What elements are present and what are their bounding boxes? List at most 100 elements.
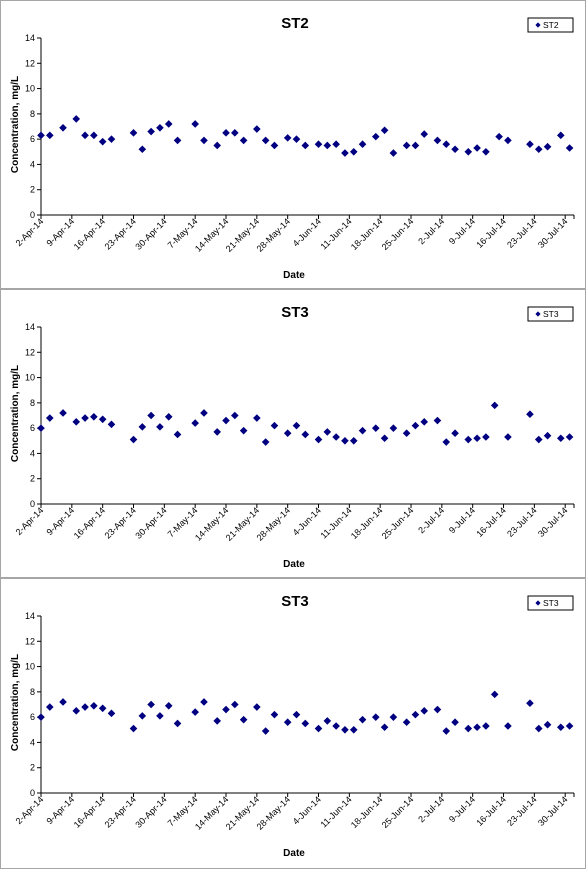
data-point (482, 433, 490, 441)
data-point (473, 144, 481, 152)
data-point (482, 147, 490, 156)
y-axis-label: Concentration, mg/L (10, 365, 21, 462)
data-point (107, 420, 116, 429)
data-point (314, 724, 323, 733)
chart-panel-3: ST3 0 2 4 6 8 10 12 14 2-Apr-14 9-Apr-14 16-Apr-14 2… (0, 578, 586, 869)
data-point (371, 713, 380, 721)
data-point (490, 690, 499, 699)
data-point (371, 132, 380, 141)
data-point (90, 131, 98, 140)
data-point (332, 433, 340, 441)
x-tick-label: 23-Apr-14 (103, 794, 138, 829)
data-point (323, 428, 332, 436)
data-point (534, 435, 543, 444)
y-axis-label: Concentration, mg/L (10, 76, 21, 173)
data-point (556, 434, 565, 443)
legend-box (527, 595, 574, 611)
x-tick-label: 25-Jun-14 (380, 216, 416, 252)
data-point (543, 720, 552, 729)
data-point (349, 436, 358, 445)
data-point (504, 136, 512, 145)
data-point (129, 129, 138, 137)
x-tick-label: 11-Jun-14 (319, 216, 354, 251)
x-tick-label: 28-May-14 (255, 794, 292, 831)
data-point (490, 401, 499, 410)
data-point (156, 712, 164, 720)
data-point (222, 416, 230, 425)
data-point (442, 438, 451, 446)
y-tick-label: 4 (30, 737, 35, 747)
data-point (283, 718, 292, 726)
data-point (411, 421, 420, 430)
data-point (504, 722, 512, 730)
x-tick-label: 30-Jul-14 (536, 216, 570, 250)
data-point (526, 699, 534, 708)
data-point (156, 123, 164, 132)
x-tick-label: 2-Jul-14 (416, 216, 446, 246)
data-point (147, 127, 155, 136)
chart-title: ST3 (281, 593, 309, 610)
data-point (442, 140, 451, 148)
data-point (239, 715, 248, 724)
data-point (90, 701, 98, 710)
data-point (37, 131, 45, 140)
data-point (129, 435, 138, 444)
legend-label: ST3 (543, 598, 559, 608)
data-point (473, 434, 481, 443)
data-point (261, 727, 270, 735)
data-point (464, 435, 473, 444)
data-point (253, 125, 261, 133)
data-point (504, 433, 512, 441)
data-point (482, 722, 490, 730)
data-point (200, 698, 208, 706)
data-point (164, 701, 173, 710)
y-tick-label: 12 (25, 347, 35, 357)
x-tick-label: 9-Jul-14 (447, 505, 477, 535)
y-tick-label: 14 (25, 611, 35, 621)
x-tick-label: 11-Jun-14 (319, 794, 354, 829)
data-point (173, 430, 182, 439)
x-tick-label: 28-May-14 (255, 505, 292, 542)
data-point (349, 725, 358, 734)
y-tick-label: 6 (30, 134, 35, 144)
data-point (332, 140, 340, 148)
x-tick-label: 9-Jul-14 (447, 794, 477, 824)
data-point (98, 137, 107, 146)
x-tick-label: 16-Jul-14 (474, 794, 508, 828)
x-tick-label: 23-Apr-14 (103, 505, 138, 540)
data-point (59, 123, 67, 132)
data-point (341, 725, 349, 734)
y-tick-label: 8 (30, 398, 35, 408)
legend: ST2 (527, 17, 574, 33)
data-point (411, 141, 420, 150)
data-point (261, 438, 270, 446)
data-point (389, 424, 398, 432)
data-point (451, 145, 459, 154)
x-tick-label: 2-Apr-14 (14, 216, 46, 248)
data-point (420, 707, 429, 715)
data-point (433, 705, 442, 714)
x-tick-label: 16-Apr-14 (72, 794, 107, 829)
data-point (283, 429, 292, 437)
y-tick-label: 2 (30, 474, 35, 484)
data-point (213, 141, 221, 150)
data-point (164, 412, 173, 421)
data-point (231, 700, 239, 709)
x-tick-label: 25-Jun-14 (380, 794, 416, 830)
data-point (534, 724, 543, 733)
data-point (59, 409, 67, 417)
x-tick-label: 16-Apr-14 (72, 216, 107, 251)
data-point (191, 708, 199, 716)
data-point (37, 424, 45, 432)
data-point (556, 723, 565, 732)
data-point (98, 415, 107, 424)
data-point (239, 136, 248, 145)
data-point (433, 136, 442, 145)
data-point (402, 718, 411, 726)
data-point (442, 727, 451, 735)
data-point (222, 705, 230, 714)
y-tick-label: 12 (25, 636, 35, 646)
data-point (301, 141, 310, 150)
data-point (433, 416, 442, 425)
